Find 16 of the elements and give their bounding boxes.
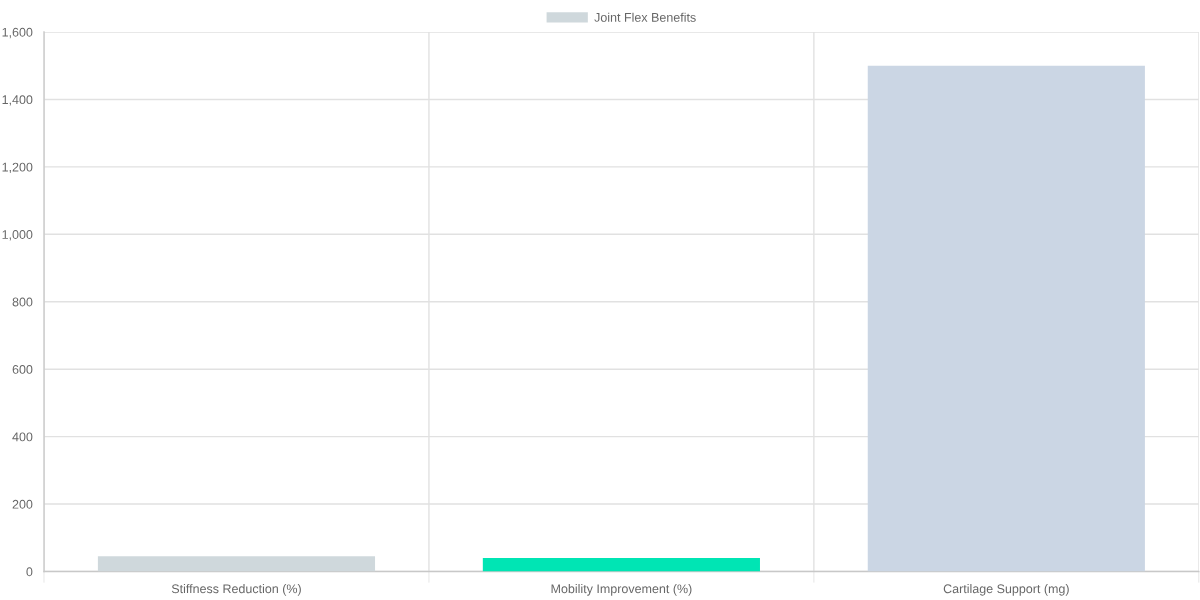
- legend-label: Joint Flex Benefits: [594, 12, 696, 22]
- x-tick-label: Mobility Improvement (%): [551, 584, 692, 596]
- bar: [482, 558, 760, 572]
- y-tick-label: 600: [12, 364, 33, 374]
- bar: [867, 65, 1145, 572]
- x-tick-label: Stiffness Reduction (%): [171, 584, 301, 596]
- y-tick-label: 1,400: [2, 95, 33, 106]
- y-tick-label: 400: [12, 432, 33, 442]
- y-tick-label: 0: [26, 567, 33, 577]
- bar: [97, 556, 376, 572]
- y-tick-label: 1,600: [2, 27, 33, 39]
- x-tick-label: Cartilage Support (mg): [943, 584, 1069, 596]
- y-tick-label: 1,000: [2, 230, 33, 241]
- y-tick-label: 200: [12, 499, 33, 509]
- y-tick-label: 1,200: [2, 162, 33, 173]
- y-tick-label: 800: [12, 297, 33, 307]
